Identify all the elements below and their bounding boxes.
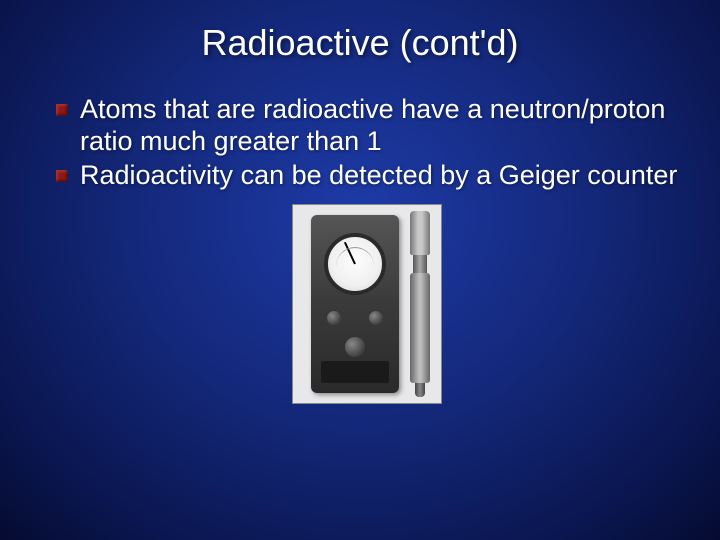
probe-segment <box>410 211 430 255</box>
geiger-meter-dial <box>324 233 386 295</box>
geiger-knob <box>345 337 365 357</box>
probe-segment <box>415 383 425 397</box>
slide-title: Radioactive (cont'd) <box>40 22 680 64</box>
probe-segment <box>410 273 430 383</box>
bullet-item: Atoms that are radioactive have a neutro… <box>54 94 680 158</box>
slide: Radioactive (cont'd) Atoms that are radi… <box>0 0 720 540</box>
bullet-list: Atoms that are radioactive have a neutro… <box>54 94 680 192</box>
geiger-label-plate <box>321 361 389 383</box>
geiger-counter-image <box>292 204 442 404</box>
slide-content: Atoms that are radioactive have a neutro… <box>40 94 680 404</box>
geiger-knob <box>327 311 341 325</box>
geiger-knob <box>369 311 383 325</box>
bullet-item: Radioactivity can be detected by a Geige… <box>54 160 680 192</box>
geiger-probe <box>409 211 431 399</box>
geiger-body <box>311 215 399 393</box>
probe-segment <box>413 255 427 273</box>
image-container <box>54 204 680 404</box>
